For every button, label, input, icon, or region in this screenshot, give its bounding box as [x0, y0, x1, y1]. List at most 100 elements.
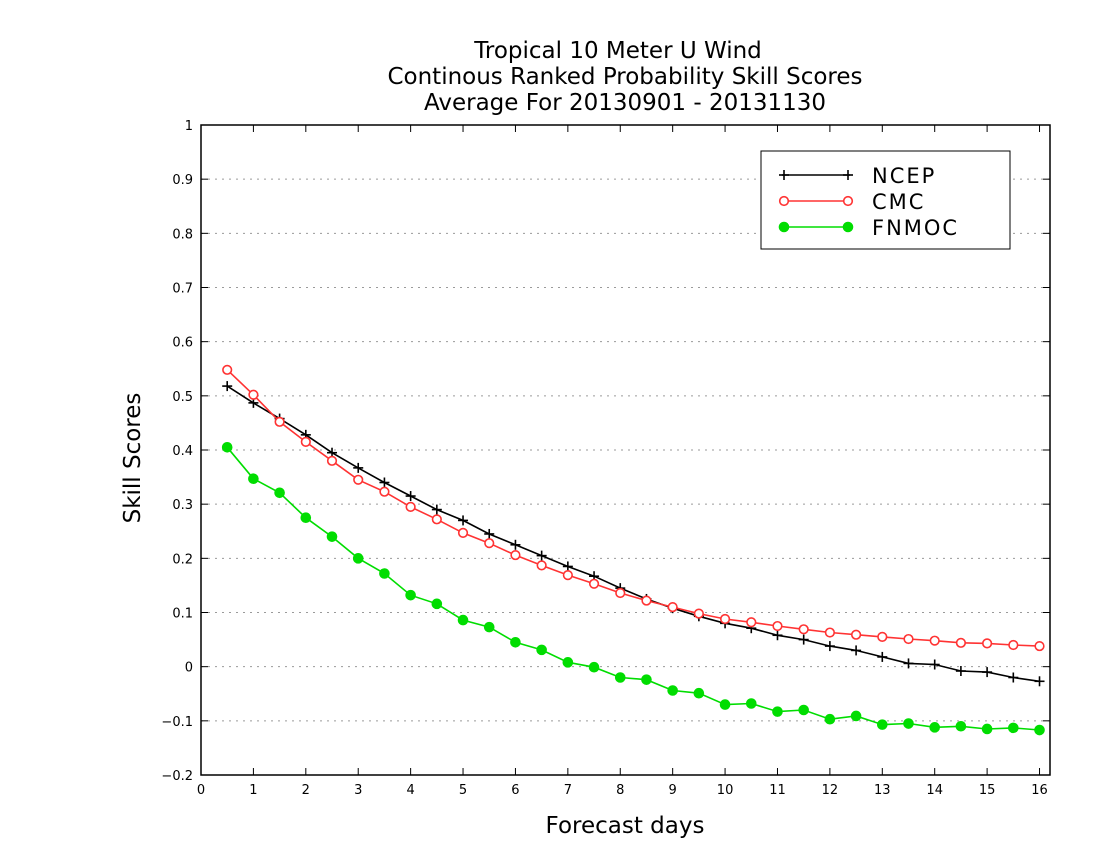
legend-entry-ncep: NCEP: [779, 164, 934, 188]
cmc-point: [641, 595, 652, 606]
ncep-point: [824, 641, 835, 652]
fnmoc-point: [955, 720, 967, 732]
y-tick-label: 0: [185, 661, 193, 676]
legend-marker: [842, 195, 854, 207]
fnmoc-point: [929, 722, 941, 733]
legend-marker: [843, 170, 853, 180]
fnmoc-point: [248, 473, 259, 485]
ncep-point: [353, 462, 364, 473]
fnmoc-point: [536, 644, 547, 656]
cmc-point: [667, 601, 678, 613]
fnmoc-point: [693, 687, 705, 699]
ncep-point: [1034, 676, 1045, 687]
cmc-point: [719, 613, 731, 625]
legend-marker: [778, 195, 790, 207]
ncep-point: [510, 539, 521, 550]
cmc-point: [300, 436, 311, 447]
y-axis-label: Skill Scores: [120, 393, 146, 524]
fnmoc-point: [1034, 724, 1045, 736]
cmc-point: [353, 474, 364, 485]
ncep-point: [903, 658, 914, 669]
y-tick-label: −0.2: [161, 769, 193, 784]
fnmoc-point: [981, 723, 993, 735]
ncep-point: [379, 477, 390, 488]
cmc-point: [222, 364, 233, 375]
cmc-point: [536, 560, 547, 571]
y-tick-label: 1: [185, 119, 193, 134]
cmc-point: [772, 620, 783, 632]
y-tick-label: 0.4: [172, 444, 193, 459]
legend-label-fnmoc: FNMOC: [872, 216, 959, 240]
ncep-point: [405, 491, 416, 502]
title-line-3: Average For 20130901 - 20131130: [424, 90, 826, 116]
legend-marker: [778, 221, 790, 233]
y-tick-label: 0.1: [172, 607, 193, 622]
y-tick-label: 0.8: [172, 227, 193, 242]
y-tick-label: 0.6: [172, 336, 193, 351]
fnmoc-point: [850, 710, 862, 722]
y-tick-label: 0.7: [172, 282, 193, 297]
x-tick-label: 6: [511, 783, 519, 798]
fnmoc-point: [1008, 722, 1019, 734]
y-tick-label: −0.1: [161, 715, 193, 730]
fnmoc-point: [798, 704, 809, 716]
legend-box: [760, 150, 1011, 250]
cmc-point: [431, 514, 442, 525]
x-tick-label: 0: [197, 783, 205, 798]
y-tick-label: 0.5: [172, 390, 193, 405]
fnmoc-point: [876, 719, 888, 730]
ncep-point: [982, 667, 993, 678]
cmc-point: [405, 501, 416, 512]
legend-entry-cmc: CMC: [778, 190, 923, 214]
title-line-2: Continous Ranked Probability Skill Score…: [387, 64, 862, 90]
ncep-point: [798, 634, 809, 645]
fnmoc-point: [667, 685, 678, 696]
cmc-point: [379, 486, 390, 497]
ncep-point: [772, 630, 783, 641]
x-tick-label: 2: [302, 783, 310, 798]
cmc-point: [877, 631, 888, 642]
fnmoc-point: [824, 713, 836, 725]
fnmoc-point: [562, 657, 574, 668]
fnmoc-point: [588, 661, 600, 673]
cmc-point: [693, 608, 704, 619]
chart-title: Tropical 10 Meter U Wind Continous Ranke…: [387, 38, 862, 116]
cmc-point: [510, 549, 521, 561]
x-tick-label: 9: [669, 783, 677, 798]
cmc-point: [955, 637, 967, 648]
x-tick-label: 13: [874, 783, 891, 798]
cmc-point: [824, 627, 835, 638]
cmc-point: [798, 624, 809, 635]
title-line-1: Tropical 10 Meter U Wind: [473, 38, 762, 64]
x-tick-label: 16: [1031, 783, 1048, 798]
cmc-point: [326, 455, 338, 466]
cmc-point: [274, 416, 285, 427]
fnmoc-point: [772, 706, 783, 717]
y-tick-label: 0.3: [172, 498, 193, 513]
fnmoc-point: [379, 568, 390, 579]
legend-entry-fnmoc: FNMOC: [778, 216, 959, 240]
fnmoc-point: [745, 698, 757, 709]
ncep-point: [484, 528, 495, 539]
fnmoc-point: [510, 636, 521, 648]
cmc-point: [929, 635, 940, 646]
ncep-point: [1008, 672, 1019, 683]
ncep-point: [222, 381, 233, 392]
ncep-point: [955, 666, 966, 676]
ncep-point: [458, 515, 469, 526]
series-lines: [221, 364, 1045, 736]
fnmoc-point: [614, 672, 626, 683]
x-tick-label: 15: [979, 783, 996, 798]
cmc-point: [484, 538, 495, 549]
x-tick-label: 10: [717, 783, 734, 798]
ncep-line: [226, 385, 1040, 683]
fnmoc-point: [300, 512, 312, 524]
x-axis-ticks: 0 1 2 3 4 5 6 7 8 9 10 11 12 13 14 15 16: [197, 125, 1048, 798]
ncep-point: [536, 550, 547, 561]
series-fnmoc: [221, 441, 1045, 736]
fnmoc-point: [641, 674, 652, 685]
fnmoc-point: [719, 699, 731, 710]
cmc-point: [457, 527, 469, 538]
